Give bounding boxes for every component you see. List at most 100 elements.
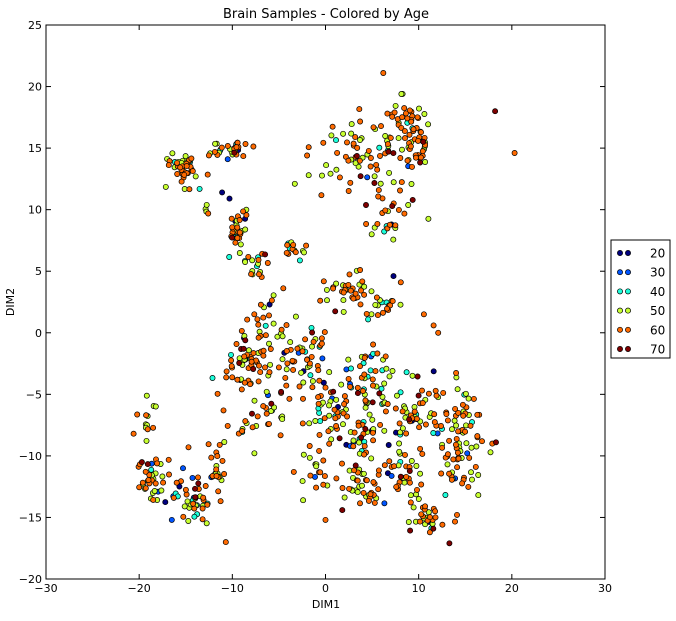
data-point bbox=[218, 144, 225, 151]
data-point bbox=[236, 250, 243, 256]
data-point bbox=[372, 368, 379, 375]
data-point bbox=[350, 437, 357, 444]
data-point bbox=[249, 424, 256, 431]
data-point bbox=[328, 132, 335, 139]
data-point bbox=[492, 108, 499, 115]
data-point bbox=[433, 392, 440, 399]
legend-marker bbox=[617, 250, 623, 256]
data-point bbox=[282, 374, 289, 381]
y-tick-label: 15 bbox=[28, 142, 42, 155]
data-point bbox=[262, 332, 269, 339]
data-point bbox=[287, 339, 294, 346]
data-point bbox=[144, 461, 151, 468]
data-point bbox=[214, 453, 221, 460]
data-point bbox=[452, 405, 459, 412]
data-point bbox=[158, 487, 165, 494]
data-point bbox=[384, 305, 390, 312]
data-point bbox=[350, 295, 357, 302]
data-point bbox=[250, 350, 257, 357]
data-point bbox=[142, 468, 149, 475]
data-point bbox=[248, 358, 255, 365]
data-point bbox=[414, 373, 421, 380]
data-point bbox=[419, 148, 426, 155]
data-point bbox=[306, 454, 313, 461]
legend: 20 30 40 50 60 70 bbox=[610, 239, 671, 359]
data-point bbox=[377, 152, 383, 159]
data-point bbox=[375, 187, 382, 194]
data-point bbox=[347, 383, 354, 390]
data-point bbox=[386, 458, 393, 465]
data-point bbox=[403, 430, 410, 437]
data-point bbox=[154, 460, 161, 467]
data-point bbox=[136, 484, 143, 491]
data-point bbox=[189, 474, 196, 481]
data-point bbox=[322, 516, 329, 523]
data-point bbox=[192, 494, 199, 501]
data-point bbox=[393, 483, 400, 490]
data-point bbox=[268, 400, 275, 407]
y-tick-label: 10 bbox=[28, 204, 42, 217]
data-point bbox=[430, 430, 437, 436]
data-point bbox=[420, 311, 427, 318]
data-point bbox=[270, 292, 277, 299]
x-tick-label: −20 bbox=[128, 582, 151, 595]
data-point bbox=[316, 431, 323, 438]
data-point bbox=[448, 476, 455, 483]
data-point bbox=[290, 468, 297, 475]
data-point bbox=[234, 224, 241, 231]
legend-marker bbox=[625, 250, 631, 256]
data-point bbox=[213, 473, 220, 479]
data-point bbox=[378, 385, 385, 392]
data-point bbox=[407, 527, 414, 534]
data-point bbox=[352, 134, 359, 141]
data-point bbox=[256, 362, 262, 369]
data-point bbox=[291, 180, 298, 187]
data-point bbox=[338, 381, 345, 388]
data-point bbox=[353, 153, 360, 159]
data-point bbox=[356, 439, 363, 446]
data-point bbox=[414, 486, 420, 493]
data-point bbox=[350, 443, 357, 450]
data-point bbox=[290, 241, 297, 248]
data-point bbox=[326, 412, 333, 419]
data-point bbox=[348, 121, 355, 128]
data-point bbox=[184, 498, 191, 505]
data-point bbox=[237, 241, 244, 248]
data-point bbox=[234, 376, 241, 383]
data-point bbox=[319, 172, 325, 179]
data-point bbox=[367, 155, 374, 161]
data-point bbox=[306, 420, 313, 427]
data-point bbox=[382, 353, 389, 360]
data-point bbox=[386, 373, 393, 380]
data-point bbox=[249, 410, 255, 417]
data-point bbox=[370, 479, 377, 486]
data-point bbox=[255, 334, 262, 341]
data-point bbox=[368, 455, 375, 462]
data-point bbox=[451, 417, 458, 424]
data-point bbox=[454, 449, 461, 456]
data-point bbox=[384, 401, 391, 407]
data-point bbox=[427, 514, 433, 521]
data-point bbox=[317, 418, 324, 425]
data-point bbox=[241, 379, 248, 386]
data-point bbox=[407, 499, 414, 506]
data-point bbox=[347, 287, 354, 294]
data-point bbox=[467, 422, 474, 429]
data-point bbox=[361, 291, 368, 298]
data-point bbox=[357, 301, 364, 308]
data-point bbox=[300, 395, 306, 402]
data-point bbox=[368, 288, 375, 295]
data-point bbox=[231, 149, 238, 156]
data-point bbox=[278, 326, 285, 333]
data-point bbox=[270, 320, 277, 327]
data-point bbox=[162, 499, 169, 506]
data-point bbox=[226, 195, 233, 202]
data-point bbox=[363, 477, 370, 484]
data-point bbox=[238, 386, 245, 393]
data-point bbox=[315, 394, 322, 401]
data-point bbox=[222, 539, 229, 546]
data-point bbox=[375, 193, 382, 200]
data-point bbox=[315, 367, 322, 374]
data-point bbox=[392, 222, 399, 229]
